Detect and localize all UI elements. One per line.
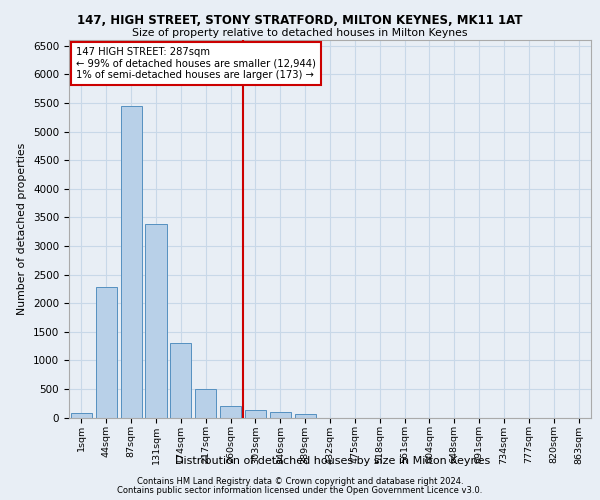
Bar xyxy=(96,287,117,418)
Text: Contains public sector information licensed under the Open Government Licence v3: Contains public sector information licen… xyxy=(118,486,482,495)
Y-axis label: Number of detached properties: Number of detached properties xyxy=(17,142,28,315)
Bar xyxy=(170,342,191,417)
Bar xyxy=(245,410,266,418)
Bar xyxy=(121,106,142,418)
Bar xyxy=(220,406,241,417)
Bar xyxy=(145,224,167,418)
Text: Size of property relative to detached houses in Milton Keynes: Size of property relative to detached ho… xyxy=(132,28,468,38)
Bar xyxy=(71,413,92,418)
Text: 147, HIGH STREET, STONY STRATFORD, MILTON KEYNES, MK11 1AT: 147, HIGH STREET, STONY STRATFORD, MILTO… xyxy=(77,14,523,27)
Bar xyxy=(270,412,291,418)
Text: 147 HIGH STREET: 287sqm
← 99% of detached houses are smaller (12,944)
1% of semi: 147 HIGH STREET: 287sqm ← 99% of detache… xyxy=(76,47,316,80)
Bar xyxy=(295,414,316,418)
Text: Distribution of detached houses by size in Milton Keynes: Distribution of detached houses by size … xyxy=(175,456,491,466)
Bar xyxy=(195,390,216,417)
Text: Contains HM Land Registry data © Crown copyright and database right 2024.: Contains HM Land Registry data © Crown c… xyxy=(137,477,463,486)
